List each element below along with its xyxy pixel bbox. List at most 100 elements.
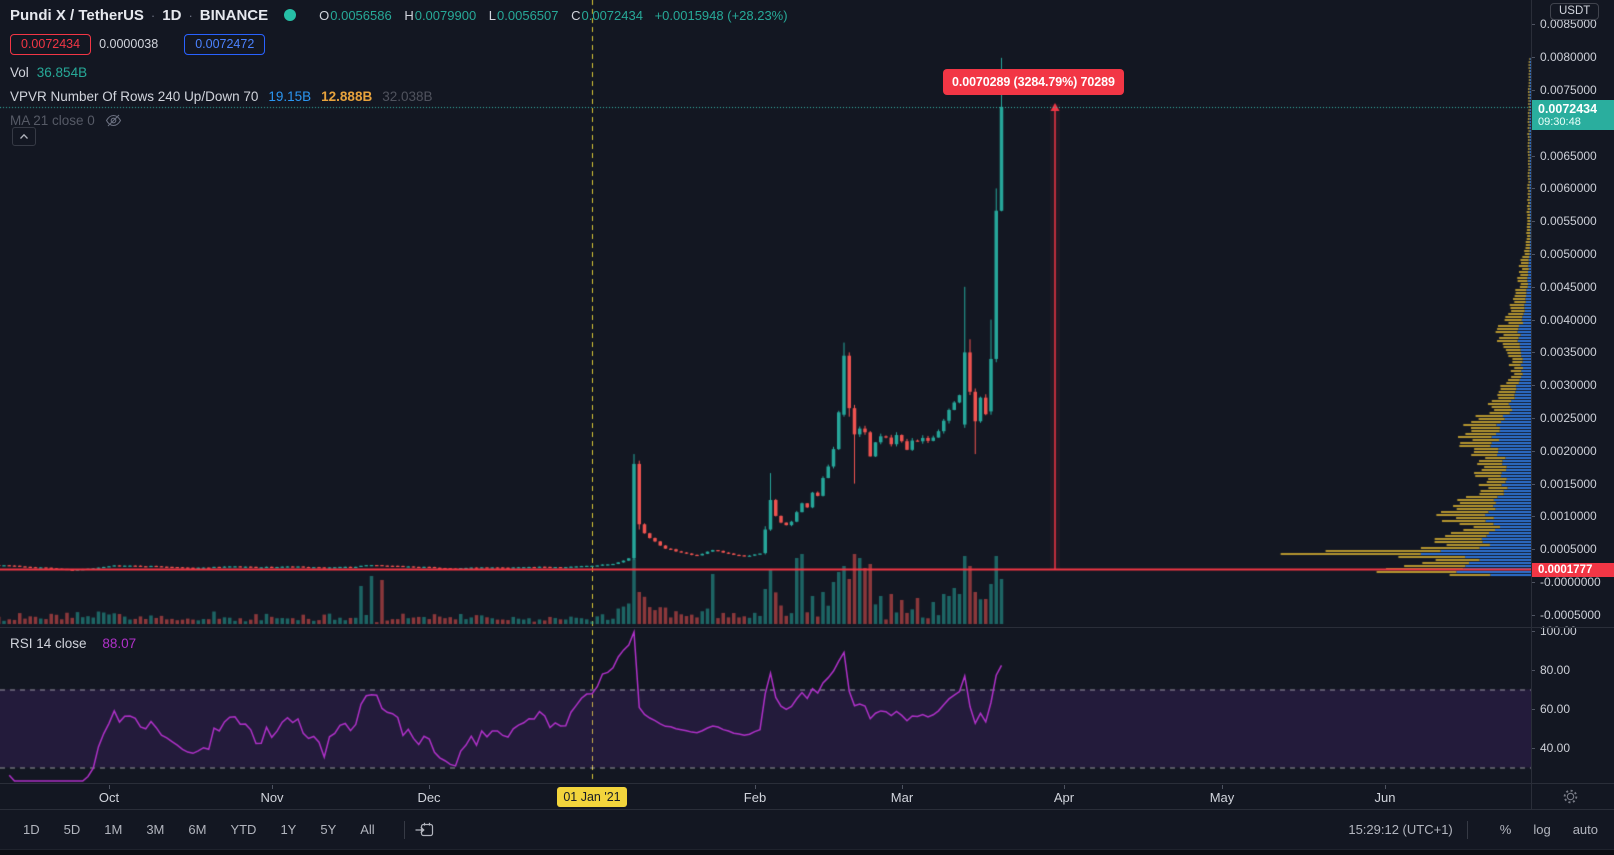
toolbar-divider	[1466, 820, 1468, 839]
time-axis-tick	[1385, 785, 1386, 789]
price-axis-tick: 0.0020000	[1531, 444, 1597, 458]
percent-scale-button[interactable]: %	[1499, 822, 1512, 837]
alert-price-badge[interactable]: 0.0001777	[1532, 563, 1614, 577]
legend-collapse-button[interactable]	[12, 127, 36, 146]
time-axis[interactable]: 01 Jan '21 Oct Nov Dec Feb Mar Apr May Jun	[0, 783, 1614, 809]
time-axis-month-label: Jun	[1374, 790, 1396, 805]
vpvr-up-value: 19.15B	[268, 88, 312, 104]
main-chart-canvas[interactable]	[0, 0, 1531, 783]
price-axis-tick: 0.0005000	[1531, 542, 1597, 556]
price-axis-tick: 0.0040000	[1531, 313, 1597, 327]
price-axis-tick: 0.0085000	[1531, 17, 1597, 31]
range-button-YTD[interactable]: YTD	[230, 822, 257, 837]
exchange-label[interactable]: BINANCE	[199, 6, 269, 24]
time-axis-tick	[902, 785, 903, 789]
change-value: +0.0015948 (+28.23%)	[654, 7, 788, 23]
range-button-1M[interactable]: 1M	[104, 822, 123, 837]
price-axis-tick: 0.0030000	[1531, 378, 1597, 392]
price-axis-tick: 0.0080000	[1531, 50, 1597, 64]
market-status-icon[interactable]	[284, 9, 297, 21]
price-axis-tick: 0.0025000	[1531, 411, 1597, 425]
spread-value: 0.0000038	[99, 36, 159, 51]
range-button-5D[interactable]: 5D	[63, 822, 81, 837]
price-axis-tick: 0.0060000	[1531, 181, 1597, 195]
measure-callout-text: 0.0070289 (3284.79%) 70289	[952, 75, 1115, 89]
low-value: 0.0056507	[497, 7, 559, 23]
rsi-axis-tick: 80.00	[1531, 663, 1570, 677]
range-button-5Y[interactable]: 5Y	[320, 822, 337, 837]
time-axis-month-label: Apr	[1053, 790, 1075, 805]
gear-icon	[1563, 789, 1578, 804]
ask-button[interactable]: 0.0072472	[184, 33, 266, 55]
axis-settings-button[interactable]	[1562, 788, 1579, 810]
interval-label[interactable]: 1D	[162, 6, 182, 24]
range-button-1D[interactable]: 1D	[23, 822, 40, 837]
high-value: 0.0079900	[414, 7, 477, 23]
window-edge-strip	[0, 849, 1614, 855]
open-value: 0.0056586	[330, 7, 392, 23]
measure-callout[interactable]: 0.0070289 (3284.79%) 70289	[943, 69, 1124, 95]
range-button-3M[interactable]: 3M	[146, 822, 165, 837]
time-axis-tick	[755, 785, 756, 789]
chevron-up-icon	[20, 133, 28, 139]
price-axis-tick: 0.0055000	[1531, 214, 1597, 228]
vpvr-indicator-label[interactable]: VPVR Number Of Rows 240 Up/Down 70	[10, 88, 259, 104]
volume-indicator-label[interactable]: Vol	[10, 64, 29, 80]
range-button-6M[interactable]: 6M	[188, 822, 207, 837]
price-axis-tick: 0.0075000	[1531, 83, 1597, 97]
vpvr-total-value: 32.038B	[382, 88, 433, 104]
time-axis-month-label: Dec	[417, 790, 441, 805]
time-axis-month-label: Oct	[98, 790, 120, 805]
auto-scale-button[interactable]: auto	[1572, 822, 1598, 837]
price-axis-tick: 0.0045000	[1531, 280, 1597, 294]
time-axis-month-label: Feb	[743, 790, 767, 805]
calendar-arrow-icon	[415, 822, 433, 836]
log-scale-button[interactable]: log	[1533, 822, 1551, 837]
price-axis-tick: 0.0035000	[1531, 345, 1597, 359]
price-axis-tick: -0.0000000	[1531, 575, 1601, 589]
time-axis-month-label: May	[1209, 790, 1235, 805]
price-axis-tick: 0.0050000	[1531, 247, 1597, 261]
rsi-value: 88.07	[102, 636, 137, 651]
bid-button[interactable]: 0.0072434	[10, 33, 92, 55]
rsi-legend: RSI 14 close 88.07	[10, 636, 136, 651]
bottom-toolbar: 1D 5D 1M 3M 6M YTD 1Y 5Y All 15:29:12 (UTC+1) % …	[0, 809, 1614, 849]
bar-countdown: 09:30:48	[1538, 115, 1581, 128]
rsi-axis-tick: 60.00	[1531, 702, 1570, 716]
go-to-date-button[interactable]	[415, 822, 434, 838]
time-axis-month-label: Nov	[260, 790, 284, 805]
time-axis-month-label: Mar	[890, 790, 914, 805]
time-axis-tick	[272, 785, 273, 789]
chart-legend: Pundi X / TetherUS · 1D · BINANCE O0.005…	[10, 4, 788, 129]
date-range-bar: 1D 5D 1M 3M 6M YTD 1Y 5Y All	[0, 820, 434, 839]
rsi-indicator-label[interactable]: RSI 14 close	[10, 636, 87, 651]
last-price-value: 0.0072434	[1538, 101, 1598, 116]
price-axis[interactable]: 0.0085000 0.0080000 0.0075000 0.0065000 0.00…	[1531, 0, 1614, 783]
price-axis-border	[1531, 0, 1532, 809]
title-separator: ·	[188, 7, 193, 23]
ohlc-readout: O0.0056586 H0.0079900 L0.0056507 C0.0072…	[319, 7, 788, 23]
rsi-axis-tick: 40.00	[1531, 741, 1570, 755]
time-axis-tick	[1064, 785, 1065, 789]
price-axis-tick: 0.0010000	[1531, 509, 1597, 523]
price-axis-tick: 0.0015000	[1531, 477, 1597, 491]
time-axis-tick	[1222, 785, 1223, 789]
highlighted-date-badge: 01 Jan '21	[557, 787, 627, 807]
time-axis-tick	[109, 785, 110, 789]
toolbar-divider	[403, 820, 405, 839]
range-button-1Y[interactable]: 1Y	[280, 822, 297, 837]
vpvr-down-value: 12.888B	[321, 88, 373, 104]
symbol-title[interactable]: Pundi X / TetherUS	[10, 6, 144, 24]
currency-toggle-button[interactable]: USDT	[1550, 3, 1600, 20]
title-separator: ·	[150, 7, 156, 23]
ma-indicator-label[interactable]: MA 21 close 0	[10, 112, 95, 128]
clock-label[interactable]: 15:29:12 (UTC+1)	[1348, 822, 1453, 837]
range-button-All[interactable]: All	[360, 822, 375, 837]
pane-separator[interactable]	[0, 627, 1614, 628]
price-axis-tick: -0.0005000	[1531, 608, 1601, 622]
price-axis-tick: 0.0065000	[1531, 149, 1597, 163]
volume-value: 36.854B	[36, 64, 88, 80]
time-axis-tick	[429, 785, 430, 789]
visibility-off-icon[interactable]	[105, 114, 122, 127]
